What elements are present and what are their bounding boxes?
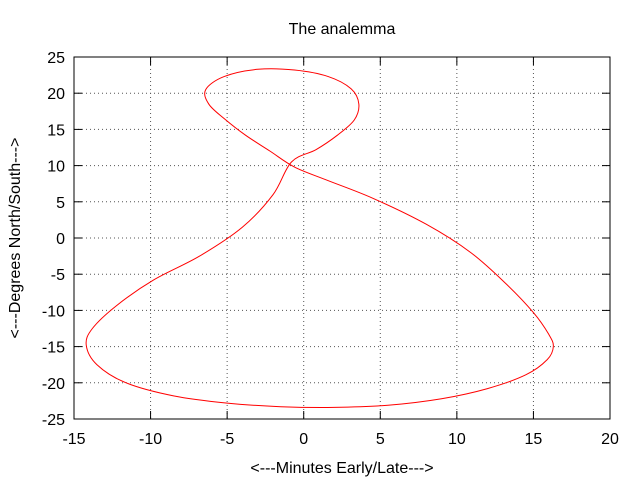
- y-tick-label: -5: [51, 267, 65, 284]
- series-group: [85, 68, 554, 409]
- y-tick-label: 15: [47, 122, 65, 139]
- y-tick-label: -10: [42, 303, 65, 320]
- x-axis-label: <---Minutes Early/Late--->: [250, 460, 433, 477]
- y-tick-label: -25: [42, 412, 65, 429]
- x-tick-label: -15: [62, 431, 85, 448]
- y-tick-label: 25: [47, 50, 65, 67]
- x-tick-label: 10: [448, 431, 466, 448]
- y-axis-label: <---Degrees North/South--->: [7, 138, 24, 339]
- x-tick-label: 15: [525, 431, 543, 448]
- x-tick-label: 5: [376, 431, 385, 448]
- y-tick-label: -15: [42, 340, 65, 357]
- y-tick-label: -20: [42, 376, 65, 393]
- grid-lines: [74, 57, 610, 419]
- chart-title: The analemma: [289, 21, 396, 38]
- y-tick-label: 0: [56, 231, 65, 248]
- x-tick-label: 20: [601, 431, 619, 448]
- plot-frame: [73, 56, 611, 420]
- x-tick-label: -10: [139, 431, 162, 448]
- y-tick-label: 5: [56, 195, 65, 212]
- analemma-series-line: [85, 68, 554, 409]
- y-tick-label: 10: [47, 159, 65, 176]
- x-tick-label: -5: [220, 431, 234, 448]
- x-tick-label: 0: [299, 431, 308, 448]
- tick-labels: -15 -10 -5 0 5 10 15 20 -25 -20 -15 -10 -5 0 5 10 15 20 25: [42, 50, 619, 448]
- y-tick-label: 20: [47, 86, 65, 103]
